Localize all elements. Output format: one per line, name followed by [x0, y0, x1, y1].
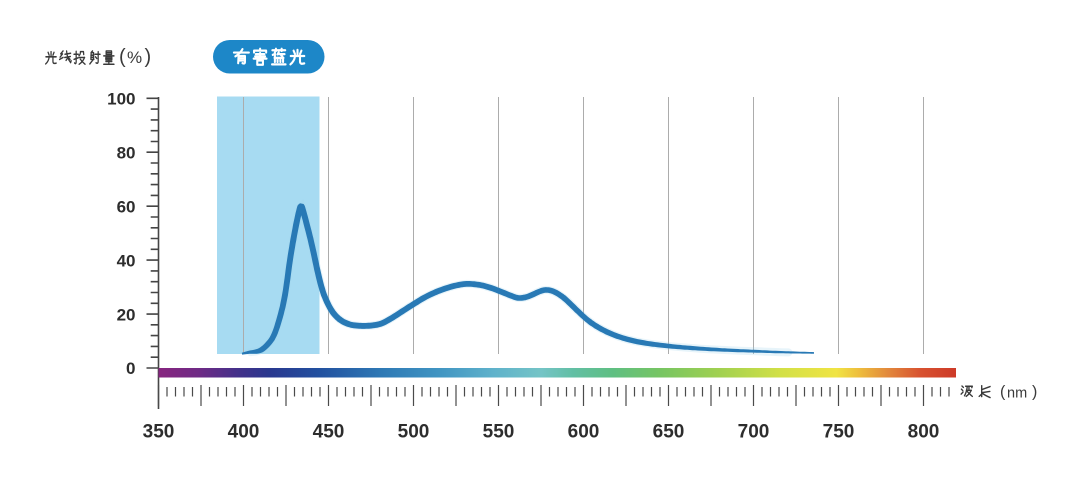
svg-text:800: 800: [908, 422, 940, 443]
svg-text:40: 40: [117, 251, 136, 270]
svg-text:(: (: [119, 46, 126, 68]
svg-text:80: 80: [117, 143, 136, 162]
svg-text:0: 0: [126, 359, 135, 378]
svg-text:100: 100: [107, 90, 135, 109]
svg-text:400: 400: [228, 422, 260, 443]
svg-text:650: 650: [653, 422, 685, 443]
svg-text:20: 20: [117, 305, 136, 324]
svg-text:): ): [145, 46, 152, 68]
svg-text:(: (: [1000, 384, 1006, 401]
svg-text:350: 350: [143, 422, 175, 443]
svg-text:700: 700: [738, 422, 770, 443]
svg-text:60: 60: [117, 197, 136, 216]
svg-text:%: %: [127, 48, 142, 67]
svg-text:450: 450: [313, 422, 345, 443]
svg-text:750: 750: [823, 422, 855, 443]
svg-text:500: 500: [398, 422, 430, 443]
svg-text:nm: nm: [1007, 386, 1027, 402]
svg-text:600: 600: [568, 422, 600, 443]
svg-text:): ): [1032, 384, 1037, 401]
svg-text:550: 550: [483, 422, 515, 443]
